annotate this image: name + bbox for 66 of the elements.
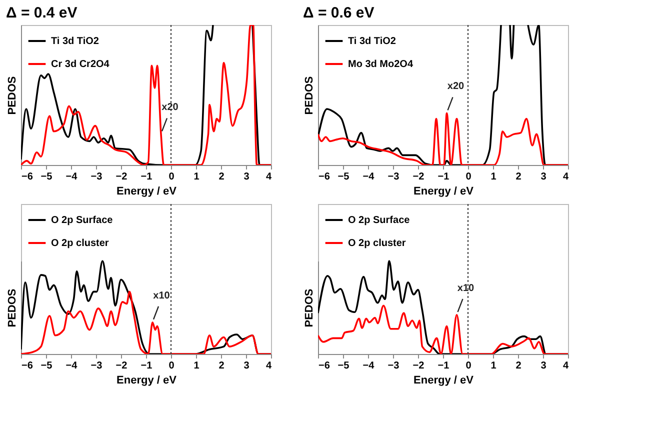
legend-label: Ti 3d TiO2: [51, 36, 100, 47]
annotation: x20: [162, 102, 179, 114]
x-tick-label: −1: [438, 172, 450, 182]
annotation: x20: [447, 81, 465, 92]
x-axis-title: Energy / eV: [116, 374, 178, 386]
x-tick-label: −2: [116, 172, 128, 182]
x-tick-label: −4: [66, 172, 78, 182]
x-tick-label: −6: [22, 172, 34, 182]
x-tick-label: 0: [168, 172, 175, 182]
x-tick-label: 3: [244, 360, 250, 372]
x-tick-label: 0: [466, 172, 472, 182]
x-tick-label: 3: [540, 172, 547, 182]
x-tick-label: −5: [338, 172, 350, 182]
x-tick-label: −2: [412, 360, 425, 372]
x-tick-label: −2: [116, 360, 128, 372]
x-tick-label: −5: [338, 360, 350, 372]
x-tick-label: 1: [490, 172, 497, 182]
legend-label: O 2p cluster: [348, 238, 406, 249]
x-tick-label: −3: [388, 172, 400, 182]
x-tick-label: 1: [194, 360, 200, 372]
legend-label: O 2p Surface: [348, 215, 410, 226]
x-tick-label: 2: [516, 360, 522, 372]
legend-label: O 2p cluster: [51, 238, 109, 249]
x-tick-label: −4: [362, 172, 375, 182]
x-tick-label: −6: [22, 360, 34, 372]
y-axis-title: PEDOS: [304, 76, 316, 115]
x-tick-label: −5: [40, 172, 53, 182]
x-tick-label: −3: [388, 360, 400, 372]
x-axis-title: Energy / eV: [414, 374, 474, 386]
legend-label: Mo 3d Mo2O4: [348, 59, 414, 70]
x-tick-label: −4: [66, 360, 78, 372]
x-tick-label: 4: [266, 172, 272, 182]
chart-title: Δ = 0.6 eV: [303, 4, 374, 22]
x-tick-label: 2: [218, 360, 225, 372]
x-tick-label: −1: [140, 360, 153, 372]
x-tick-label: 4: [562, 172, 569, 182]
x-tick-label: 3: [244, 172, 250, 182]
y-axis-title: PEDOS: [6, 76, 18, 115]
x-tick-label: −1: [438, 360, 450, 372]
x-tick-label: −2: [412, 172, 425, 182]
legend-label: Ti 3d TiO2: [348, 36, 396, 47]
x-tick-label: 0: [466, 360, 472, 372]
annotation: x10: [457, 282, 475, 294]
x-tick-label: −3: [90, 172, 103, 182]
x-tick-label: −4: [362, 360, 375, 372]
annotation: x10: [153, 290, 170, 302]
legend-label: Cr 3d Cr2O4: [51, 59, 110, 70]
x-tick-label: 3: [540, 360, 547, 372]
x-tick-label: 2: [218, 172, 225, 182]
x-axis-title: Energy / eV: [116, 186, 178, 198]
x-tick-label: −1: [140, 172, 153, 182]
x-tick-label: 4: [266, 360, 272, 372]
x-axis-title: Energy / eV: [414, 186, 474, 198]
y-axis-title: PEDOS: [304, 288, 316, 328]
x-tick-label: −6: [318, 360, 330, 372]
legend-label: O 2p Surface: [51, 215, 114, 226]
x-tick-label: 2: [516, 172, 522, 182]
chart-title: Δ = 0.4 eV: [6, 4, 78, 22]
x-tick-label: −6: [318, 172, 330, 182]
x-tick-label: 1: [490, 360, 497, 372]
x-tick-label: −3: [90, 360, 103, 372]
x-tick-label: 0: [168, 360, 175, 372]
x-tick-label: 1: [194, 172, 200, 182]
y-axis-title: PEDOS: [6, 288, 18, 328]
x-tick-label: 4: [562, 360, 569, 372]
x-tick-label: −5: [40, 360, 53, 372]
